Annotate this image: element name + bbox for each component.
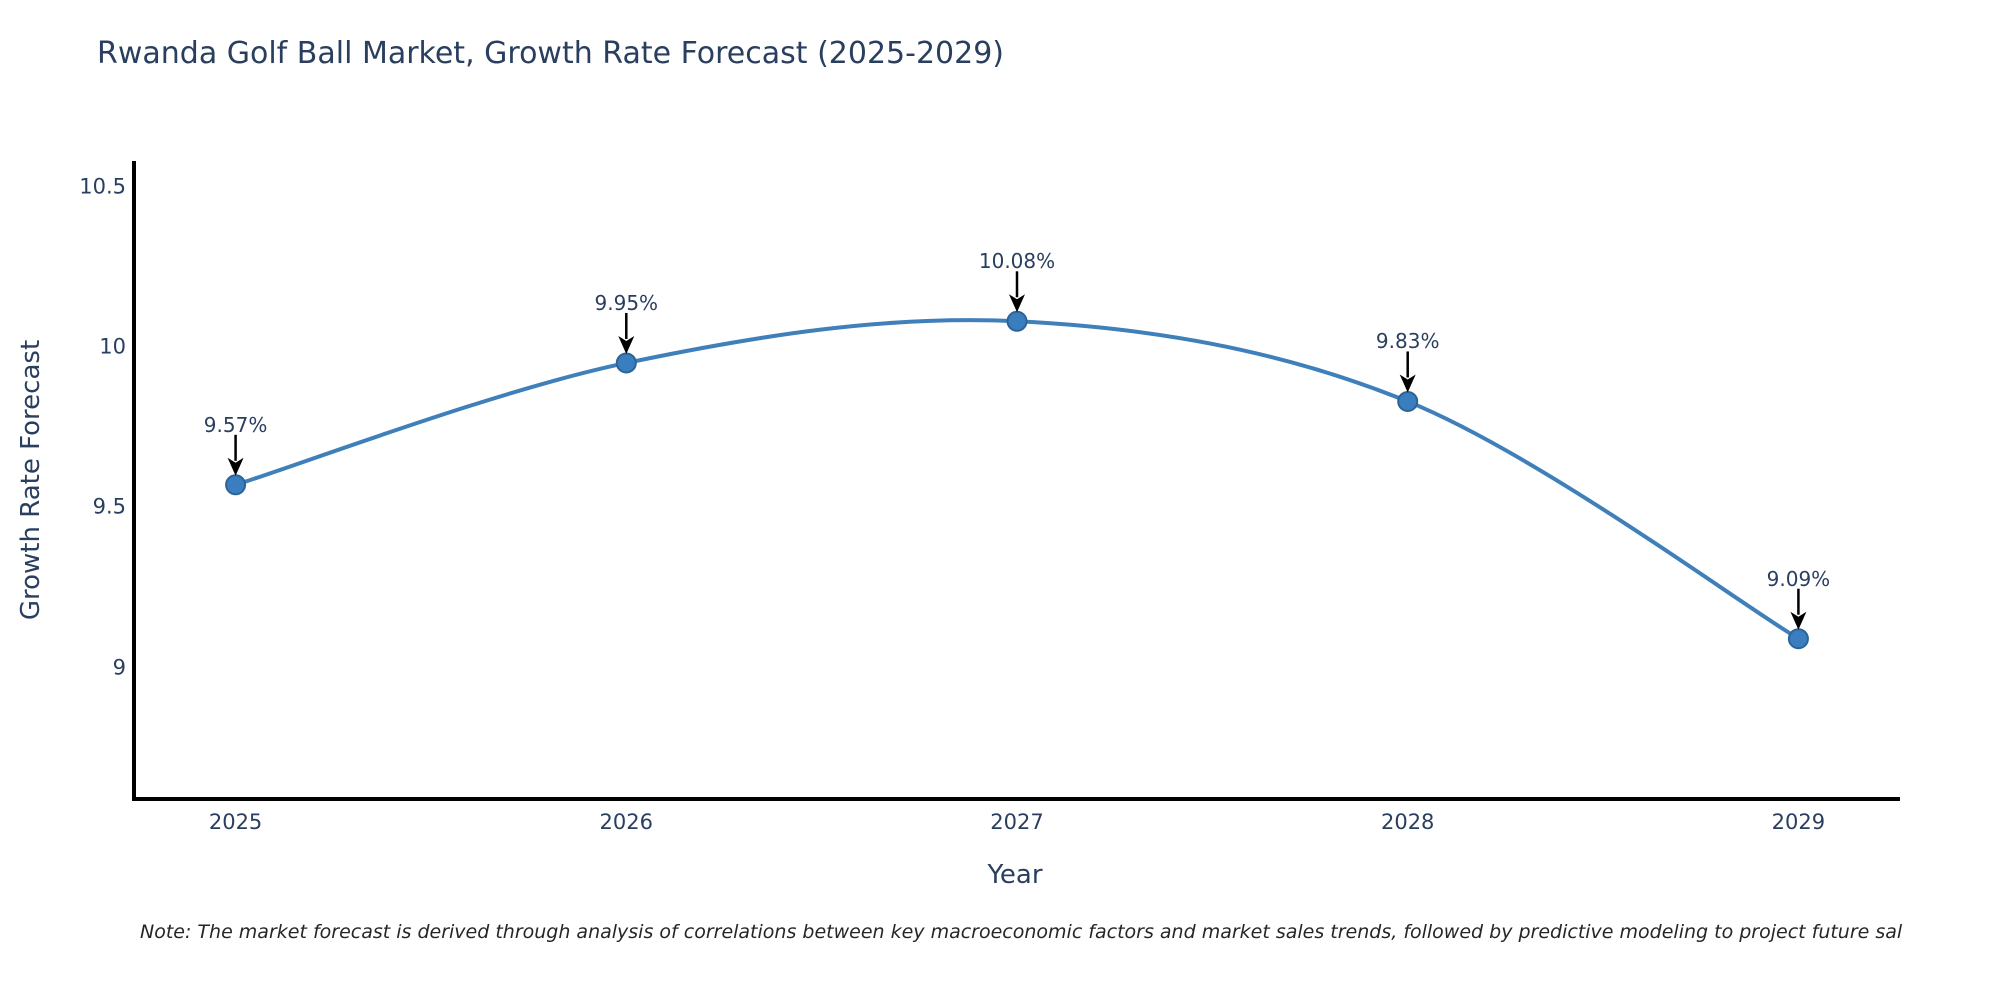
x-tick-label-2029: 2029 — [1771, 810, 1826, 834]
footnote: Note: The market forecast is derived thr… — [140, 921, 1903, 943]
x-tick-label-2027: 2027 — [990, 810, 1044, 834]
x-axis-title: Year — [987, 860, 1043, 890]
annotation-arrowhead-icon — [227, 457, 244, 476]
forecast-line — [234, 318, 1800, 641]
x-tick-label-2028: 2028 — [1380, 810, 1435, 834]
chart-title: Rwanda Golf Ball Market, Growth Rate For… — [97, 36, 1005, 71]
point-annotation-2029: 9.09% — [1766, 566, 1831, 591]
y-tick-label-10.5: 10.5 — [79, 174, 126, 199]
data-point-marker-2028 — [1397, 390, 1419, 412]
point-annotation-2027: 10.08% — [978, 249, 1056, 274]
y-tick-label-9: 9 — [112, 655, 126, 680]
x-tick-label-2026: 2026 — [599, 810, 654, 834]
point-annotation-2026: 9.95% — [594, 290, 659, 315]
point-annotation-2025: 9.57% — [203, 412, 268, 437]
annotation-arrowhead-icon — [1399, 374, 1416, 393]
data-point-marker-2029 — [1787, 628, 1809, 650]
data-point-marker-2026 — [615, 352, 637, 374]
annotation-arrowhead-icon — [618, 335, 635, 354]
annotation-arrowhead-icon — [1790, 611, 1807, 630]
y-tick-label-9.5: 9.5 — [92, 494, 126, 519]
data-point-marker-2027 — [1006, 310, 1028, 332]
annotation-arrowhead-icon — [1009, 294, 1025, 313]
x-tick-label-2025: 2025 — [208, 810, 263, 834]
y-axis-title: Growth Rate Forecast — [16, 339, 46, 621]
data-point-marker-2025 — [225, 474, 247, 496]
y-tick-label-10: 10 — [99, 334, 126, 359]
point-annotation-2028: 9.83% — [1375, 329, 1440, 354]
